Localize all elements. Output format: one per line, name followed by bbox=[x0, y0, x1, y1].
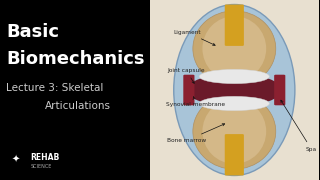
Text: Ligament: Ligament bbox=[174, 30, 215, 45]
Ellipse shape bbox=[203, 99, 266, 164]
Ellipse shape bbox=[193, 94, 276, 169]
Text: Bone marrow: Bone marrow bbox=[167, 124, 225, 143]
Text: Lecture 3: Skeletal: Lecture 3: Skeletal bbox=[6, 83, 104, 93]
Text: Articulations: Articulations bbox=[44, 101, 111, 111]
Ellipse shape bbox=[193, 11, 276, 86]
Ellipse shape bbox=[199, 96, 269, 111]
FancyBboxPatch shape bbox=[225, 134, 244, 176]
Text: Basic: Basic bbox=[6, 23, 60, 41]
FancyBboxPatch shape bbox=[183, 75, 195, 105]
Text: Joint capsule: Joint capsule bbox=[167, 68, 205, 83]
FancyBboxPatch shape bbox=[150, 0, 319, 180]
Text: REHAB: REHAB bbox=[30, 153, 60, 162]
Text: Biomechanics: Biomechanics bbox=[6, 50, 145, 68]
Text: Spa: Spa bbox=[281, 100, 317, 152]
Ellipse shape bbox=[187, 74, 282, 106]
Text: ✦: ✦ bbox=[11, 154, 19, 164]
Ellipse shape bbox=[199, 69, 269, 84]
Text: Synovial membrane: Synovial membrane bbox=[166, 96, 225, 107]
FancyBboxPatch shape bbox=[274, 75, 285, 105]
Text: SCIENCE: SCIENCE bbox=[30, 164, 52, 169]
Ellipse shape bbox=[203, 16, 266, 81]
FancyBboxPatch shape bbox=[0, 0, 150, 180]
FancyBboxPatch shape bbox=[225, 4, 244, 46]
Ellipse shape bbox=[174, 4, 295, 176]
